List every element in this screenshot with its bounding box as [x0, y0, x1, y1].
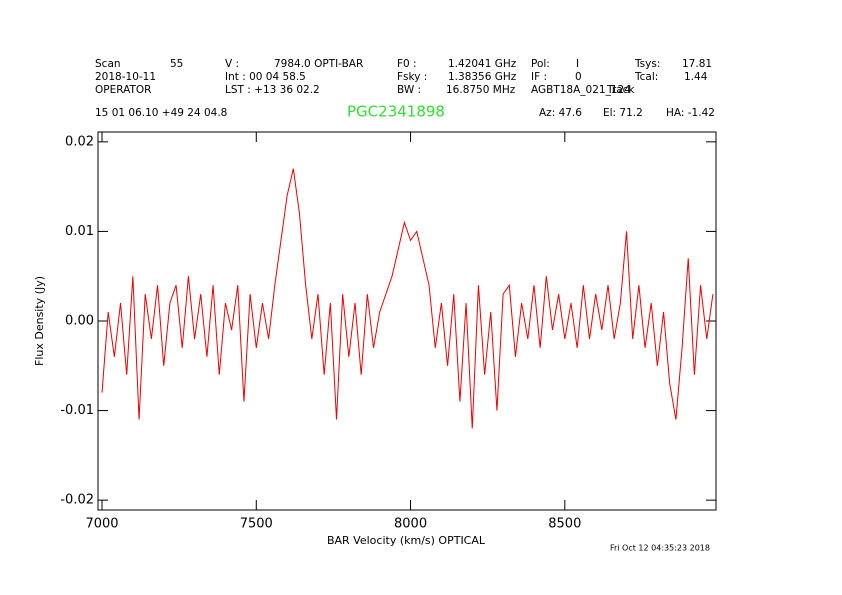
- header-text: 55: [170, 58, 183, 70]
- header-text: 0: [575, 71, 582, 83]
- header-text: 7984.0 OPTI-BAR: [274, 58, 363, 70]
- header-text: Scan: [95, 58, 121, 70]
- header-text: IF :: [531, 71, 547, 83]
- y-tick-label: 0.01: [65, 224, 94, 239]
- plot-frame: [97, 131, 717, 511]
- y-tick-label: 0.02: [65, 134, 94, 149]
- header-text: 1.42041 GHz: [448, 58, 517, 70]
- header-text: HA: -1.42: [666, 107, 715, 119]
- spectrum-line: [101, 168, 714, 429]
- x-tick-label: 8000: [394, 517, 427, 532]
- timestamp: Fri Oct 12 04:35:23 2018: [610, 544, 710, 553]
- header-text: 15 01 06.10 +49 24 04.8: [95, 107, 227, 119]
- header-text: AGBT18A_021_124: [531, 84, 631, 96]
- header-text: El: 71.2: [603, 107, 643, 119]
- header-text: Tcal:: [634, 71, 658, 83]
- header-text: 1.38356 GHz: [448, 71, 517, 83]
- header-text: 16.8750 MHz: [446, 84, 516, 96]
- header-text: I: [576, 58, 579, 70]
- header-text: BW :: [397, 84, 421, 96]
- header-text: Pol:: [531, 58, 550, 70]
- y-axis-label: Flux Density (Jy): [33, 276, 46, 366]
- chart-title: PGC2341898: [347, 103, 445, 121]
- y-tick-label: 0.00: [65, 314, 94, 329]
- x-tick-label: 7000: [85, 517, 118, 532]
- header-text: 2018-10-11: [95, 71, 156, 83]
- header-text: F0 :: [397, 58, 417, 70]
- header-text: Az: 47.6: [539, 107, 582, 119]
- x-tick-label: 8500: [548, 517, 581, 532]
- x-tick-label: 7500: [240, 517, 273, 532]
- header-text: 1.44: [684, 71, 708, 83]
- header-text: 17.81: [682, 58, 712, 70]
- x-axis-label: BAR Velocity (km/s) OPTICAL: [327, 534, 486, 547]
- header-text: OPERATOR: [95, 84, 151, 96]
- header-text: Track: [606, 84, 635, 96]
- header-text: Tsys:: [634, 58, 660, 70]
- header-text: Fsky :: [397, 71, 427, 83]
- header-text: V :: [225, 58, 239, 70]
- header-text: LST : +13 36 02.2: [225, 84, 320, 96]
- y-tick-label: -0.02: [60, 493, 94, 508]
- header-text: Int : 00 04 58.5: [225, 71, 306, 83]
- y-tick-label: -0.01: [60, 403, 94, 418]
